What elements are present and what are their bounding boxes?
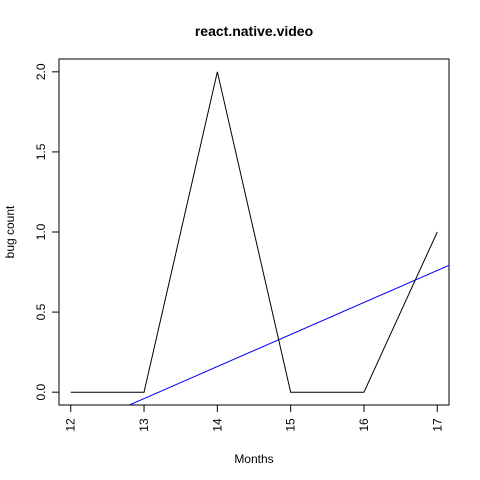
y-tick-label: 0.5 (34, 303, 48, 320)
x-axis: 12 13 14 15 16 17 (64, 404, 444, 432)
series-line (70, 71, 438, 393)
x-tick-label: 13 (137, 418, 151, 432)
y-tick-label: 0.0 (34, 384, 48, 401)
x-axis-label: Months (234, 452, 273, 466)
y-tick-label: 2.0 (34, 63, 48, 80)
y-tick-label: 1.0 (34, 223, 48, 240)
x-tick-label: 16 (357, 418, 371, 432)
y-tick-label: 1.5 (34, 143, 48, 160)
y-axis-label: bug count (3, 205, 17, 258)
plot-area (70, 71, 449, 405)
trend-line (128, 264, 449, 405)
chart-title: react.native.video (195, 23, 313, 39)
y-axis: 0.0 0.5 1.0 1.5 2.0 (34, 63, 60, 401)
x-tick-label: 14 (210, 418, 224, 432)
x-tick-label: 12 (64, 418, 78, 432)
x-tick-label: 17 (430, 418, 444, 432)
x-tick-label: 15 (284, 418, 298, 432)
